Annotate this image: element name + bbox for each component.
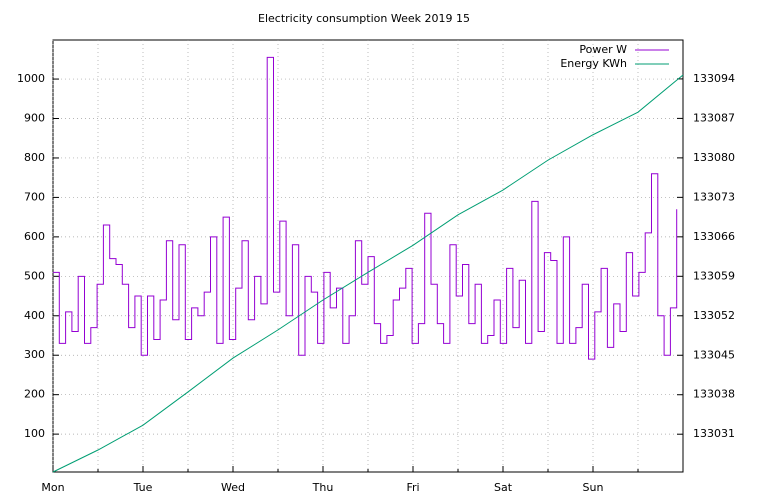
y2-tick-label: 133094 — [693, 72, 735, 85]
y2-tick-label: 133045 — [693, 348, 735, 361]
y-tick-label: 500 — [24, 269, 45, 282]
y-tick-label: 200 — [24, 388, 45, 401]
y-tick-label: 300 — [24, 348, 45, 361]
y-tick-label: 1000 — [17, 72, 45, 85]
x-tick-label: Mon — [41, 481, 64, 494]
chart-title: Electricity consumption Week 2019 15 — [258, 12, 470, 25]
y2-tick-label: 133080 — [693, 151, 735, 164]
y2-tick-label: 133052 — [693, 309, 735, 322]
y-tick-label: 100 — [24, 427, 45, 440]
y-tick-label: 800 — [24, 151, 45, 164]
y-tick-label: 400 — [24, 309, 45, 322]
legend-label: Energy KWh — [560, 57, 627, 70]
series-line — [52, 74, 684, 473]
x-tick-label: Sat — [494, 481, 513, 494]
y2-tick-label: 133066 — [693, 230, 735, 243]
y-tick-label: 900 — [24, 112, 45, 125]
y2-tick-label: 133059 — [693, 269, 735, 282]
y2-tick-label: 133031 — [693, 427, 735, 440]
y-tick-label: 600 — [24, 230, 45, 243]
y2-tick-label: 133073 — [693, 190, 735, 203]
legend-label: Power W — [579, 43, 627, 56]
x-tick-label: Fri — [406, 481, 419, 494]
x-tick-label: Thu — [312, 481, 334, 494]
y2-tick-label: 133087 — [693, 111, 735, 124]
x-tick-label: Wed — [221, 481, 245, 494]
x-tick-label: Tue — [133, 481, 153, 494]
x-tick-label: Sun — [583, 481, 604, 494]
y-tick-label: 700 — [24, 190, 45, 203]
series-line — [53, 56, 678, 360]
y2-tick-label: 133038 — [693, 388, 735, 401]
